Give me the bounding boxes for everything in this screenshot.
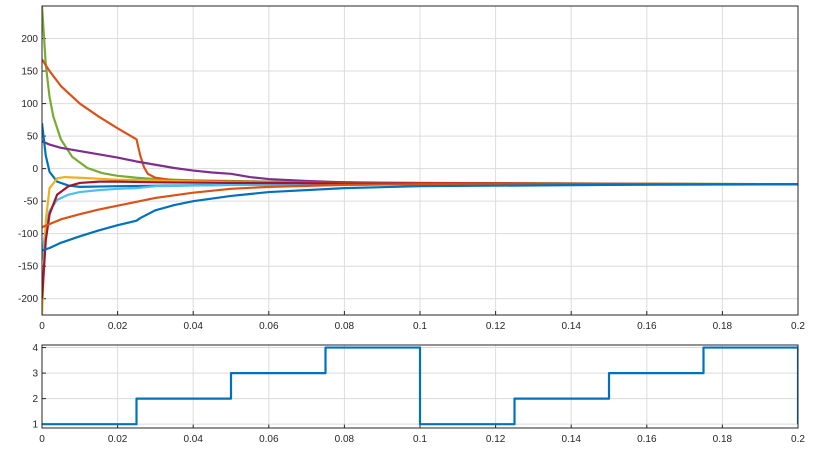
bottom-x-tick-label: 0.16 <box>637 434 657 445</box>
bottom-series-group <box>42 346 798 426</box>
bottom-series-line-1 <box>42 346 798 426</box>
top-x-tick-label: 0.12 <box>486 321 506 332</box>
bottom-x-tick-label: 0.04 <box>183 434 203 445</box>
top-x-tick-label: 0.06 <box>259 321 279 332</box>
bottom-y-tick-label: 4 <box>32 343 38 354</box>
bottom-x-tick-label: 0.08 <box>335 434 355 445</box>
bottom-y-tick-label: 3 <box>32 369 38 380</box>
bottom-y-tick-label: 1 <box>32 420 38 431</box>
top-y-tick-label: 100 <box>21 99 38 110</box>
top-x-tick-label: 0.04 <box>183 321 203 332</box>
top-y-tick-label: 0 <box>32 164 38 175</box>
top-y-tick-label: 200 <box>21 34 38 45</box>
bottom-x-tick-label: 0.14 <box>561 434 581 445</box>
top-x-tick-label: 0.02 <box>108 321 128 332</box>
bottom-step-chart: 0 0.02 0.04 0.06 0.08 0.1 0.12 0.14 0.16 0.18 0.2 1… <box>32 343 805 445</box>
top-x-tick-label: 0.16 <box>637 321 657 332</box>
top-line-chart: 0 0.02 0.04 0.06 0.08 0.1 0.12 0.14 0.16 0.18 0.2 -… <box>18 5 805 332</box>
bottom-x-tick-label: 0.02 <box>108 434 128 445</box>
top-y-tick-label: -50 <box>24 197 39 208</box>
top-y-tick-label: 150 <box>21 67 38 78</box>
top-axes-frame <box>41 5 799 316</box>
top-series-line-8 <box>42 183 798 229</box>
top-x-tick-label: 0.08 <box>335 321 355 332</box>
bottom-x-tick-label: 0.18 <box>713 434 733 445</box>
bottom-x-tick-label: 0 <box>39 434 45 445</box>
top-x-tick-label: 0.1 <box>413 321 427 332</box>
top-y-tick-label: -150 <box>18 262 38 273</box>
top-series-line-7 <box>42 180 798 299</box>
top-series-line-5 <box>42 183 798 260</box>
top-series-line-9 <box>42 183 798 252</box>
top-y-tick-label: -200 <box>18 294 38 305</box>
top-x-tick-label: 0.2 <box>791 321 805 332</box>
bottom-x-tick-label: 0.06 <box>259 434 279 445</box>
bottom-x-tick-label: 0.12 <box>486 434 506 445</box>
bottom-axes-frame <box>41 344 799 429</box>
bottom-x-tick-label: 0.1 <box>413 434 427 445</box>
bottom-x-tick-label: 0.2 <box>791 434 805 445</box>
top-y-tick-label: 50 <box>27 132 39 143</box>
top-x-tick-label: 0.14 <box>561 321 581 332</box>
top-y-tick-label: -100 <box>18 229 38 240</box>
top-series-group <box>42 6 798 315</box>
top-x-tick-label: 0.18 <box>713 321 733 332</box>
bottom-y-tick-label: 2 <box>32 394 38 405</box>
top-x-tick-label: 0 <box>39 321 45 332</box>
